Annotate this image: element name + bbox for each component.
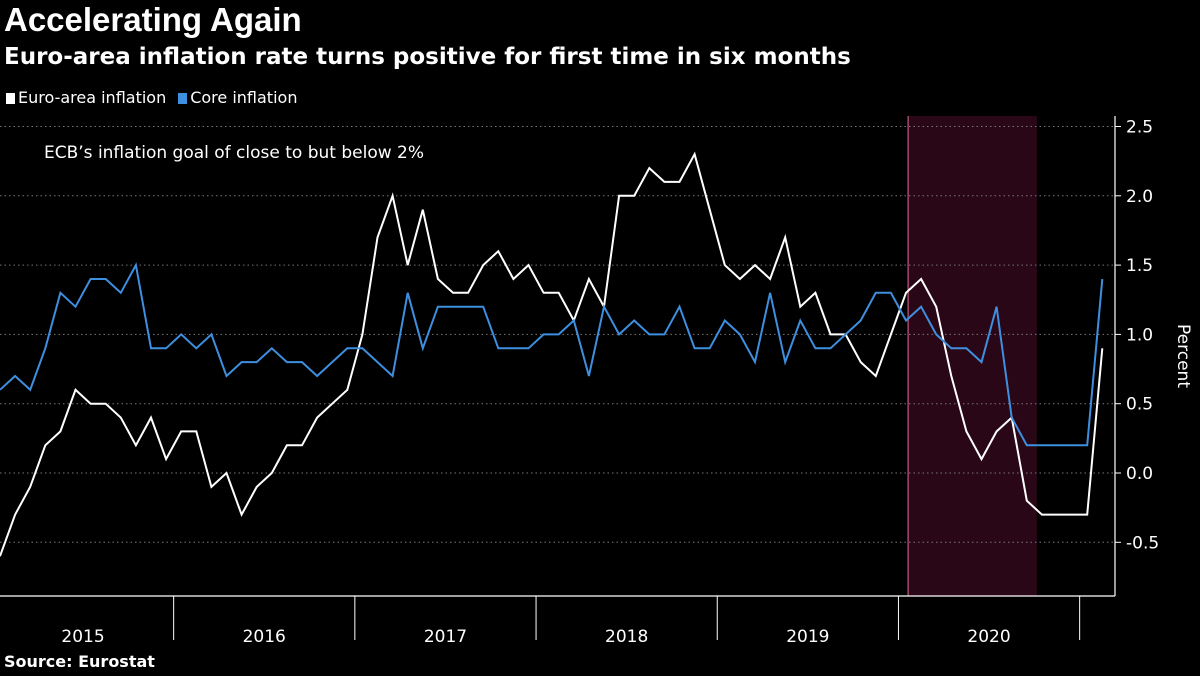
source-note: Source: Eurostat xyxy=(4,652,155,671)
x-tick-label: 2018 xyxy=(605,627,648,647)
legend-label-core-inflation: Core inflation xyxy=(190,88,298,107)
x-tick-label: 2015 xyxy=(61,627,104,647)
legend-item-core-inflation: Core inflation xyxy=(178,88,297,108)
x-tick-label: 2020 xyxy=(967,627,1010,647)
series-line-euro-area-inflation xyxy=(0,151,1104,557)
y-tick-label: 1.5 xyxy=(1126,256,1153,276)
x-tick-label: 2016 xyxy=(243,627,286,647)
chart-subtitle: Euro-area inflation rate turns positive … xyxy=(4,44,851,70)
legend-item-euro-area-inflation: Euro-area inflation xyxy=(6,88,166,108)
x-tick-label: 2019 xyxy=(786,627,829,647)
legend-label-euro-area-inflation: Euro-area inflation xyxy=(18,88,167,107)
y-tick-label: 1.0 xyxy=(1126,325,1153,345)
y-tick-label: 2.5 xyxy=(1126,118,1153,138)
y-tick-label: 2.0 xyxy=(1126,187,1153,207)
y-tick-label: 0.5 xyxy=(1126,395,1153,415)
y-tick-label: 0.0 xyxy=(1126,464,1153,484)
x-tick-label: 2017 xyxy=(424,627,467,647)
legend-swatch-core-inflation xyxy=(178,92,188,104)
series-line-core-inflation xyxy=(0,262,1104,447)
highlight-band xyxy=(908,116,1037,596)
legend-swatch-euro-area-inflation xyxy=(6,92,15,104)
y-tick-label: -0.5 xyxy=(1126,533,1159,553)
chart-title: Accelerating Again xyxy=(4,1,302,38)
y-axis-title: Percent xyxy=(1173,324,1193,388)
annotation-ecb-goal: ECB’s inflation goal of close to but bel… xyxy=(44,143,424,163)
chart-legend: Euro-area inflation Core inflation xyxy=(6,88,309,108)
